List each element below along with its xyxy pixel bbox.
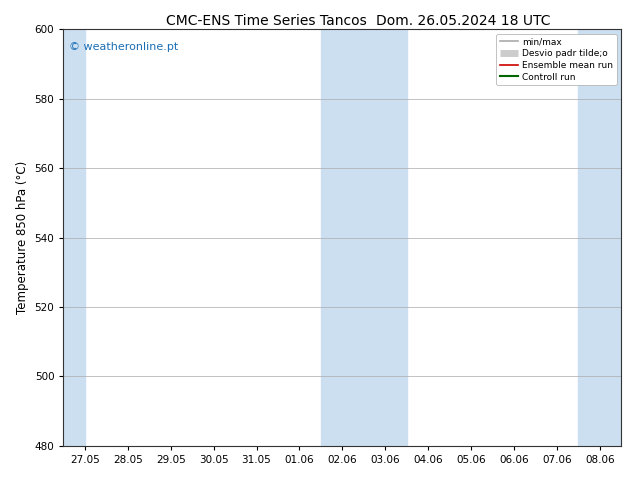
Bar xyxy=(578,29,621,446)
Legend: min/max, Desvio padr tilde;o, Ensemble mean run, Controll run: min/max, Desvio padr tilde;o, Ensemble m… xyxy=(496,34,617,85)
Text: © weatheronline.pt: © weatheronline.pt xyxy=(69,42,178,52)
Text: CMC-ENS Time Series Tancos: CMC-ENS Time Series Tancos xyxy=(166,14,366,28)
Bar xyxy=(321,29,407,446)
Bar xyxy=(63,29,85,446)
Text: Dom. 26.05.2024 18 UTC: Dom. 26.05.2024 18 UTC xyxy=(375,14,550,28)
Y-axis label: Temperature 850 hPa (°C): Temperature 850 hPa (°C) xyxy=(16,161,29,314)
